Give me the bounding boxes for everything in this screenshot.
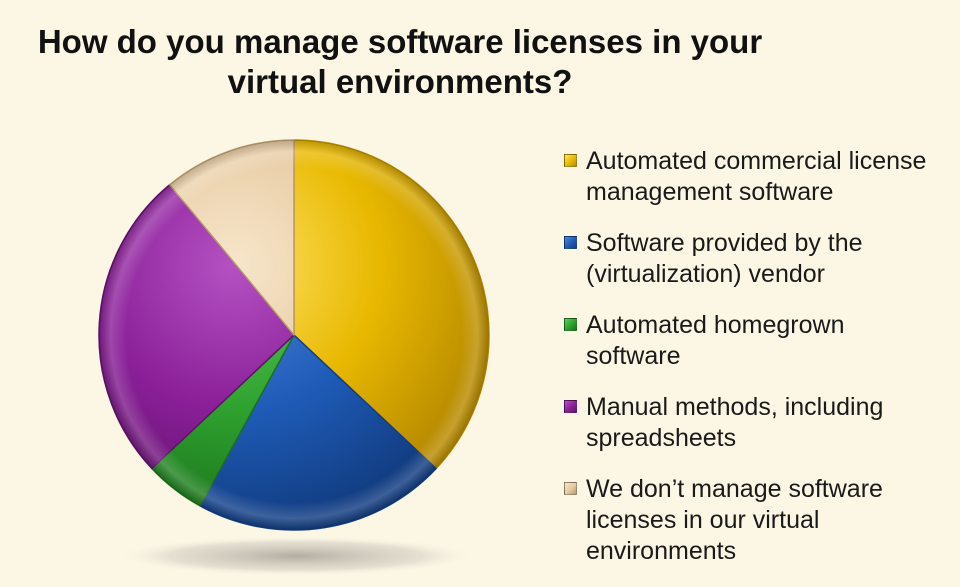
legend-item-4: Manual methods, including spreadsheets (562, 392, 958, 454)
legend-label-2-line-2: (virtualization) vendor (586, 260, 825, 288)
legend-swatch-3 (564, 318, 577, 331)
legend-item-2: Software provided by the (virtualization)… (562, 228, 958, 290)
legend-label-5-line-3: environments (586, 537, 737, 565)
pie-floor-shadow (116, 536, 476, 576)
legend-label-1-line-2: management software (586, 178, 834, 206)
legend-label-5-line-1: We don’t manage software (586, 475, 883, 503)
legend-swatch-2 (564, 236, 577, 249)
legend-label-1-line-1: Automated commercial license (586, 147, 927, 175)
legend-label-2-line-1: Software provided by the (586, 229, 863, 257)
chart-title: How do you manage software licenses in y… (0, 22, 800, 102)
legend-label-4-line-2: spreadsheets (586, 424, 737, 452)
legend-item-1: Automated commercial license management s… (562, 146, 958, 208)
pie-chart (98, 139, 490, 576)
legend-label-3-line-2: software (586, 342, 681, 370)
legend-label-5-line-2: licenses in our virtual (586, 506, 820, 534)
chart-title-line-1: How do you manage software licenses in y… (37, 23, 763, 60)
legend-label-3-line-1: Automated homegrown (586, 311, 845, 339)
legend-swatch-4 (564, 400, 577, 413)
legend-item-3: Automated homegrown software (562, 310, 958, 372)
chart-title-line-2: virtual environments? (227, 63, 573, 100)
legend-label-4-line-1: Manual methods, including (586, 393, 884, 421)
legend-swatch-5 (564, 482, 577, 495)
legend: Automated commercial license management s… (562, 146, 958, 587)
legend-swatch-1 (564, 154, 577, 167)
legend-item-5: We don’t manage software licenses in our … (562, 474, 958, 567)
